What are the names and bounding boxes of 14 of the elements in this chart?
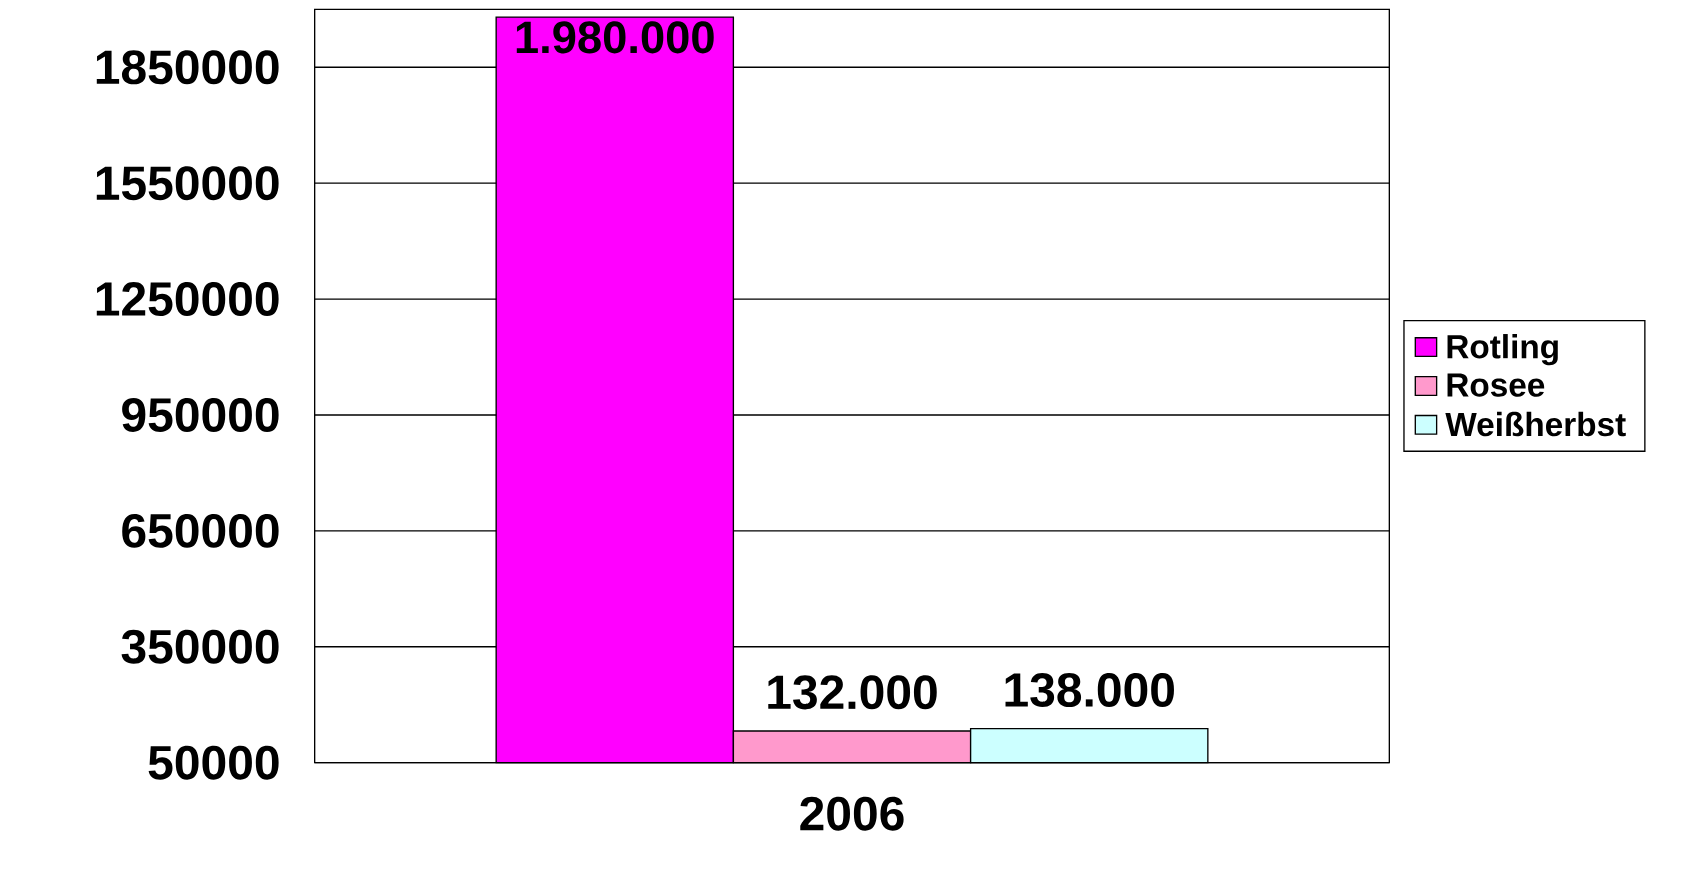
y-tick-label: 50000 — [148, 745, 279, 780]
data-label: 138.000 — [1005, 673, 1174, 708]
y-tick-label: 1250000 — [96, 282, 279, 317]
legend-label: Rotling — [1447, 334, 1558, 366]
legend-label: Weißherbst — [1445, 411, 1626, 437]
data-label: 1.980.000 — [516, 21, 714, 54]
y-tick-label: 1850000 — [96, 50, 279, 85]
x-tick-label: 2006 — [800, 796, 904, 831]
legend-label: Rosee — [1447, 373, 1545, 397]
data-label: 132.000 — [768, 675, 937, 710]
y-tick-label: 350000 — [121, 629, 279, 664]
y-tick-label: 650000 — [122, 513, 279, 548]
y-tick-label: 950000 — [122, 397, 279, 432]
y-tick-label: 1550000 — [96, 166, 279, 201]
